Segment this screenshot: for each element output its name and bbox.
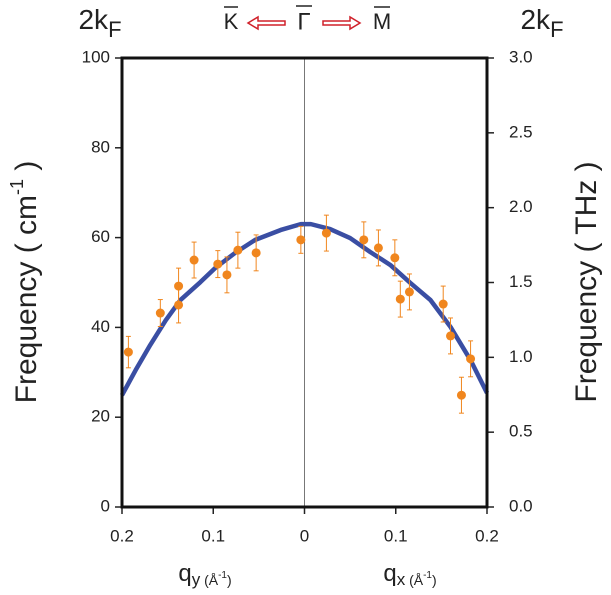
data-point — [456, 390, 466, 400]
x-label-right-unit-end: ) — [432, 572, 437, 588]
y-label-end: ) — [10, 161, 43, 179]
x-label-right: qx (Å-1) — [383, 560, 436, 589]
x-label-right-sub: x — [397, 570, 406, 589]
y-axis-label: Frequency ( cm-1 ) — [7, 161, 43, 404]
y2-tick-label: 2.5 — [509, 122, 533, 141]
x-label-right-text: q — [383, 560, 396, 587]
y-label-sup: -1 — [7, 179, 27, 195]
arrow-right — [322, 15, 362, 31]
y2-tick-label: 1.0 — [509, 347, 533, 366]
data-point — [251, 248, 261, 258]
x-tick-label: 0.1 — [384, 526, 408, 545]
y2-axis-label: Frequency ( THz ) — [570, 161, 603, 402]
data-point — [213, 259, 223, 269]
x-label-right-unit: (Å — [405, 572, 424, 588]
x-tick-label: 0.2 — [110, 526, 134, 545]
theory-line — [120, 221, 490, 397]
data-point — [155, 308, 165, 318]
x-label-left-unit-sup: -1 — [218, 570, 227, 581]
data-point — [395, 294, 405, 304]
x-label-right-unit-sup: -1 — [423, 570, 432, 581]
top-left-text: 2k — [78, 4, 109, 35]
direction-left: K — [224, 9, 239, 34]
direction-right: M — [373, 9, 391, 34]
x-tick-label: 0.2 — [475, 526, 499, 545]
x-tick-label: 0.1 — [201, 526, 225, 545]
y-tick-label: 80 — [91, 137, 110, 156]
x-tick-label: 0 — [300, 526, 309, 545]
data-point — [373, 243, 383, 253]
arrow-left — [246, 15, 286, 31]
data-point — [233, 245, 243, 255]
y-label-text: Frequency ( cm — [10, 195, 43, 403]
y2-tick-label: 2.0 — [509, 197, 533, 216]
y-tick-label: 40 — [91, 317, 110, 336]
direction-center: Γ — [297, 8, 310, 35]
x-label-left-unit-end: ) — [227, 572, 232, 588]
top-left-label: 2kF — [78, 4, 121, 41]
data-point — [446, 331, 455, 341]
y2-tick-label: 0.5 — [509, 422, 533, 441]
data-point — [390, 253, 400, 263]
top-right-label: 2kF — [520, 4, 563, 41]
x-label-left-text: q — [178, 560, 191, 587]
y2-tick-label: 3.0 — [509, 47, 533, 66]
data-point — [174, 300, 184, 310]
y2-tick-label: 0.0 — [509, 496, 533, 515]
data-point — [222, 270, 232, 280]
top-right-sub: F — [550, 17, 563, 42]
y2-tick-label: 1.5 — [509, 272, 533, 291]
data-point — [189, 255, 199, 265]
data-point — [438, 299, 448, 309]
y-tick-label: 100 — [82, 47, 110, 66]
data-point — [296, 235, 306, 245]
x-label-left: qy (Å-1) — [178, 560, 231, 589]
plot-frame — [120, 56, 489, 509]
y-tick-label: 60 — [91, 227, 110, 246]
data-point — [404, 287, 414, 297]
data-point — [123, 347, 133, 357]
data-point — [466, 354, 476, 364]
x-label-left-unit: (Å — [200, 572, 219, 588]
y-tick-label: 0 — [101, 496, 110, 515]
data-point — [359, 235, 369, 245]
overbars — [224, 5, 390, 8]
top-right-text: 2k — [520, 4, 551, 35]
x-label-left-sub: y — [192, 570, 201, 589]
data-point — [174, 281, 184, 291]
y-tick-label: 20 — [91, 407, 110, 426]
data-point — [321, 228, 331, 238]
top-left-sub: F — [108, 17, 121, 42]
